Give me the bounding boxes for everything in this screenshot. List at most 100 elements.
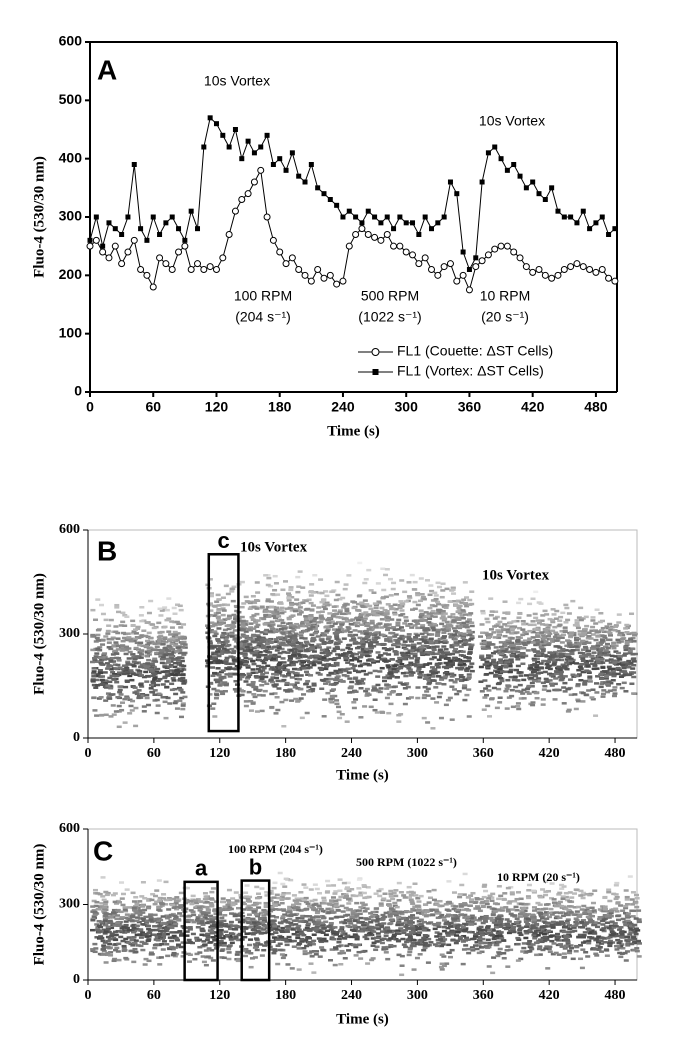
density-cell bbox=[396, 953, 402, 957]
density-cell bbox=[284, 668, 290, 672]
density-cell bbox=[363, 689, 369, 693]
density-cell bbox=[412, 624, 418, 627]
density-cell bbox=[150, 668, 156, 671]
density-cell bbox=[546, 915, 552, 919]
density-cell bbox=[385, 628, 391, 632]
density-cell bbox=[589, 646, 595, 650]
density-cell bbox=[146, 631, 152, 635]
point bbox=[586, 266, 594, 273]
density-cell bbox=[461, 934, 467, 938]
density-cell bbox=[178, 670, 184, 673]
density-cell bbox=[524, 641, 530, 645]
density-cell bbox=[522, 909, 528, 913]
density-cell bbox=[162, 649, 168, 652]
density-cell bbox=[176, 659, 182, 662]
density-cell bbox=[308, 674, 314, 677]
density-cell bbox=[580, 700, 586, 703]
density-cell bbox=[320, 617, 326, 621]
density-cell bbox=[136, 689, 142, 692]
density-cell bbox=[364, 603, 370, 606]
density-cell bbox=[251, 600, 257, 604]
density-cell bbox=[170, 658, 176, 661]
density-cell bbox=[575, 644, 581, 647]
density-cell bbox=[287, 606, 293, 610]
density-cell bbox=[168, 663, 174, 667]
density-cell bbox=[360, 647, 366, 651]
density-cell bbox=[142, 897, 148, 900]
density-cell bbox=[203, 949, 209, 952]
density-cell bbox=[355, 602, 361, 606]
point bbox=[353, 214, 359, 220]
density-cell bbox=[378, 887, 384, 891]
density-cell bbox=[489, 610, 495, 613]
density-cell bbox=[438, 612, 444, 615]
point bbox=[484, 251, 492, 259]
density-cell bbox=[284, 683, 290, 687]
density-cell bbox=[321, 605, 327, 608]
density-cell bbox=[158, 918, 164, 922]
point bbox=[176, 226, 182, 232]
density-cell bbox=[515, 705, 521, 708]
density-cell bbox=[340, 648, 346, 652]
point bbox=[440, 263, 448, 271]
density-cell bbox=[606, 665, 612, 669]
density-cell bbox=[389, 618, 395, 621]
density-cell bbox=[158, 652, 164, 655]
density-cell bbox=[421, 647, 427, 651]
density-cell bbox=[221, 603, 227, 606]
density-cell bbox=[416, 642, 422, 645]
density-cell bbox=[395, 659, 401, 663]
density-cell bbox=[179, 659, 185, 663]
density-cell bbox=[416, 667, 422, 671]
density-cell bbox=[108, 668, 114, 671]
density-cell bbox=[439, 953, 445, 956]
density-cell bbox=[255, 634, 261, 637]
density-cell bbox=[427, 662, 433, 665]
density-cell bbox=[96, 919, 102, 923]
density-cell bbox=[291, 653, 297, 657]
density-cell bbox=[331, 664, 337, 668]
density-cell bbox=[226, 643, 232, 647]
density-cell bbox=[439, 617, 445, 620]
density-cell bbox=[455, 610, 461, 613]
density-cell bbox=[568, 635, 574, 639]
density-cell bbox=[130, 619, 136, 623]
x-tick-label: 420 bbox=[521, 399, 545, 415]
density-cell bbox=[479, 690, 485, 693]
density-cell bbox=[213, 652, 219, 656]
density-cell bbox=[567, 662, 573, 666]
density-cell bbox=[106, 695, 112, 698]
density-cell bbox=[113, 674, 119, 678]
density-cell bbox=[219, 949, 225, 952]
density-cell bbox=[609, 654, 615, 658]
density-cell bbox=[276, 672, 282, 675]
density-cell bbox=[224, 673, 230, 676]
density-cell bbox=[397, 637, 403, 640]
density-cell bbox=[124, 670, 130, 674]
density-cell bbox=[382, 679, 388, 683]
density-cell bbox=[631, 692, 637, 695]
density-cell bbox=[480, 645, 486, 649]
density-cell bbox=[349, 680, 355, 684]
density-cell bbox=[379, 626, 385, 629]
density-cell bbox=[257, 688, 263, 692]
density-cell bbox=[257, 642, 263, 645]
density-cell bbox=[307, 627, 313, 631]
density-cell bbox=[466, 715, 472, 718]
density-cell bbox=[554, 639, 560, 642]
density-cell bbox=[611, 934, 617, 938]
density-cell bbox=[345, 661, 351, 664]
density-cell bbox=[256, 655, 262, 659]
density-cell bbox=[442, 641, 448, 645]
density-cell bbox=[263, 574, 269, 577]
density-cell bbox=[501, 649, 507, 653]
density-cell bbox=[399, 663, 405, 666]
density-cell bbox=[611, 694, 617, 698]
density-cell bbox=[399, 609, 405, 612]
density-cell bbox=[352, 656, 358, 660]
density-cell bbox=[159, 609, 165, 612]
density-cell bbox=[161, 940, 167, 943]
density-cell bbox=[319, 651, 325, 655]
density-cell bbox=[301, 919, 307, 923]
density-cell bbox=[306, 598, 312, 602]
